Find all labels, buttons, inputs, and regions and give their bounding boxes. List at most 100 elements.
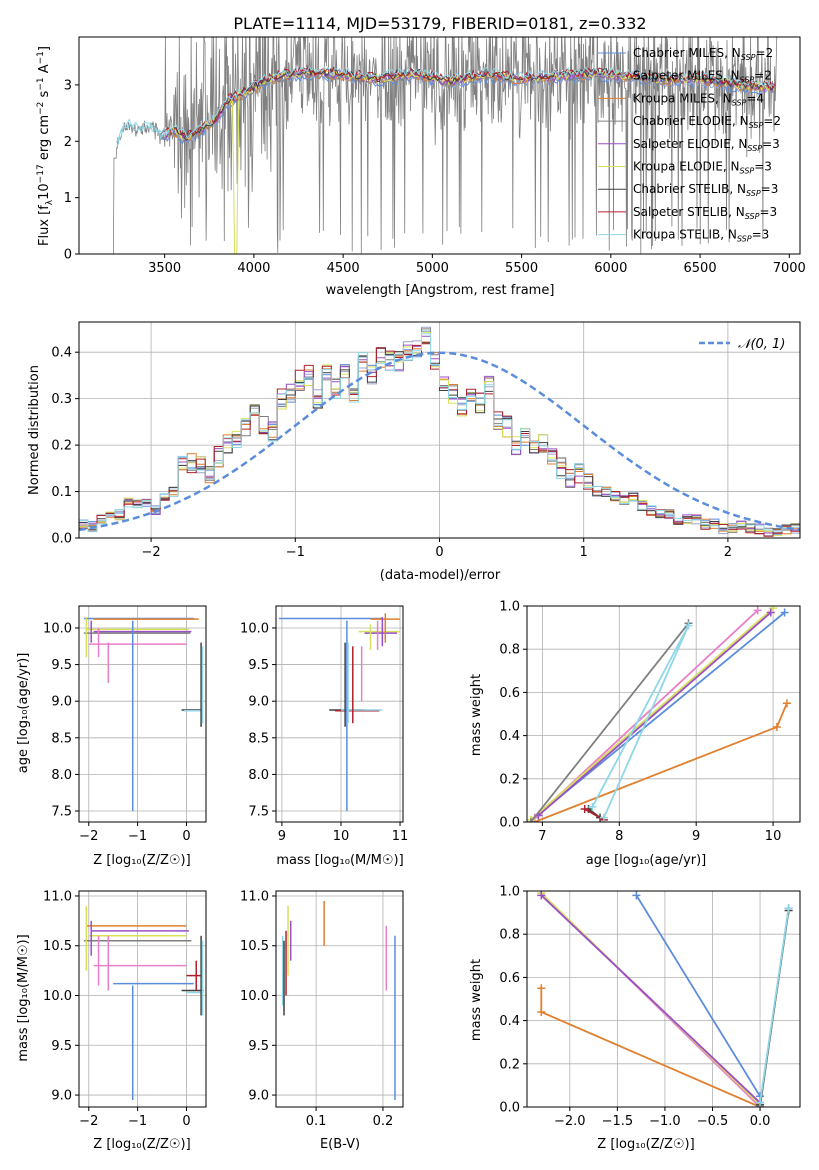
legend-entry-count: =2: [763, 114, 781, 128]
weight-marker: [588, 802, 597, 811]
weight-marker: [753, 606, 762, 615]
legend-entry-subscript: SSP: [745, 212, 760, 221]
weight-marker: [580, 805, 589, 814]
x-tick-label: 5000: [416, 261, 449, 276]
legend-entry-name: Chabrier MILES, N: [633, 46, 741, 60]
observed-spectrum-line: [112, 37, 778, 254]
weight-line: [540, 894, 761, 1104]
y-tick-label: 10.5: [43, 939, 72, 954]
y-tick-label: 1.0: [499, 600, 520, 615]
panel-grid-and-ticks: 9 10 11 7.5 8.0 8.5 9.0 9.5 10.0: [240, 606, 408, 844]
legend-entry-name: Kroupa ELODIE, N: [633, 160, 740, 174]
x-tick-label: 0.2: [373, 1114, 394, 1129]
y-tick-label: 0.6: [499, 971, 520, 986]
x-tick-label: 10: [333, 829, 350, 844]
legend-entry-subscript: SSP: [740, 76, 755, 85]
spectrum-ticks: 3500 4000 4500 5000 5500 6000 6500 7000 0 1 2 3: [64, 78, 806, 276]
spectrum-plot-area: [112, 37, 778, 254]
x-tick-label: 6000: [594, 261, 627, 276]
y-tick-label: 9.5: [51, 658, 72, 673]
x-tick-label: 2: [724, 545, 732, 560]
y-tick-label: 2: [64, 135, 72, 150]
age-vs-z-y-label: age [log₁₀(age/yr)]: [16, 653, 31, 774]
weight-line: [537, 611, 772, 817]
histogram-panel: −2 −1 0 1 2 0.0 0.1 0.2 0.3 0.4 𝒩(0, 1) (data-mod…: [27, 321, 801, 583]
weight-line: [759, 908, 790, 1103]
legend-entry-count: =3: [762, 137, 780, 151]
legend-entry-name: Kroupa STELIB, N: [633, 228, 737, 242]
weight-marker: [527, 818, 535, 822]
normal-legend-label: 𝒩(0, 1): [738, 337, 785, 352]
mass-vs-extinction-panel: 0.1 0.2 9.0 9.5 10.0 10.5 11.0: [240, 889, 404, 1129]
weight-marker: [780, 608, 789, 617]
histogram-y-label: Normed distribution: [27, 365, 42, 495]
weight-vs-metallicity-panel: −2.0 −1.5 −1.0 −0.5 0.0 0.0 0.2 0.4 0.6 0.8 1.0: [499, 885, 801, 1129]
x-tick-label: −2: [79, 1114, 98, 1129]
y-tick-label: 0.0: [499, 816, 520, 831]
y-tick-label: 8.5: [51, 731, 72, 746]
model-spectrum-blue-edge: [116, 123, 169, 146]
weight-marker: [537, 1007, 546, 1016]
mass-vs-z-y-label: mass [log₁₀(M/M☉)]: [16, 934, 31, 1061]
y-tick-label: 0.8: [499, 643, 520, 658]
histogram-plot-area: [79, 326, 800, 537]
spectrum-axes-frame: [78, 36, 801, 255]
legend-entry-subscript: SSP: [740, 167, 755, 176]
legend-entry: Salpeter STELIB, NSSP=3: [633, 205, 777, 221]
spectrum-panel: 3500 4000 4500 5000 5500 6000 6500 7000 0 1 2 3 Cha…: [36, 36, 806, 298]
y-tick-label: 0.2: [499, 1057, 520, 1072]
y-tick-label: 0.0: [499, 1101, 520, 1116]
normal-distribution-curve: [79, 351, 800, 532]
y-tick-label: 8.0: [248, 768, 269, 783]
x-tick-label: −2.0: [554, 1114, 586, 1129]
panel-marks: [83, 905, 204, 1101]
legend-entry-subscript: SSP: [749, 121, 764, 130]
figure-title: PLATE=1114, MJD=53179, FIBERID=0181, z=0…: [233, 14, 646, 33]
weight-marker: [537, 891, 546, 900]
legend-entry: Kroupa ELODIE, NSSP=3: [633, 160, 772, 176]
x-tick-label: 5500: [505, 261, 538, 276]
x-tick-label: −0.5: [697, 1114, 729, 1129]
y-tick-label: 10.0: [43, 621, 72, 636]
x-tick-label: −1.5: [602, 1114, 634, 1129]
x-tick-label: 7000: [773, 261, 806, 276]
x-tick-label: −1: [128, 829, 147, 844]
mass-vs-metallicity-panel: −2 −1 0 9.0 9.5 10.0 10.5 11.0: [43, 889, 207, 1129]
histogram-inner: [79, 326, 800, 537]
histogram-grid: −2 −1 0 1 2 0.0 0.1 0.2 0.3 0.4: [51, 322, 800, 560]
panel-marks: [527, 606, 791, 822]
weight-vs-z-x-label: Z [log₁₀(Z/Z☉)]: [597, 1137, 694, 1152]
weight-vs-z-y-label: mass weight: [469, 959, 484, 1041]
y-tick-label: 11.0: [240, 889, 269, 904]
x-tick-label: −1: [286, 545, 305, 560]
legend-entry-count: =2: [755, 46, 773, 60]
x-tick-label: 3500: [148, 261, 181, 276]
x-tick-label: 8: [615, 829, 623, 844]
panel-grid-and-ticks: −2.0 −1.5 −1.0 −0.5 0.0 0.0 0.2 0.4 0.6 0.8 1.0: [499, 885, 800, 1129]
legend-entry: Kroupa MILES, NSSP=4: [633, 91, 764, 107]
x-tick-label: 0: [182, 1114, 190, 1129]
y-tick-label: 8.0: [51, 768, 72, 783]
weight-marker: [632, 891, 641, 900]
weight-marker: [769, 606, 778, 613]
legend-entry-count: =3: [752, 228, 770, 242]
weight-line: [591, 624, 690, 819]
mass-vs-z-x-label: Z [log₁₀(Z/Z☉)]: [93, 1137, 190, 1152]
weight-vs-age-panel: 7 8 9 10 0.0 0.2 0.4 0.6 0.8 1.0: [499, 600, 801, 844]
panel-grid-and-ticks: −2 −1 0 9.0 9.5 10.0 10.5 11.0: [43, 889, 206, 1129]
x-tick-label: 1: [580, 545, 588, 560]
x-tick-label: 7: [538, 829, 546, 844]
weight-marker: [782, 699, 791, 708]
legend-entry-name: Chabrier ELODIE, N: [633, 114, 749, 128]
y-tick-label: 0: [64, 248, 72, 263]
histogram-legend: 𝒩(0, 1): [699, 337, 785, 352]
x-tick-label: −1.0: [649, 1114, 681, 1129]
panel-grid-and-ticks: 7 8 9 10 0.0 0.2 0.4 0.6 0.8 1.0: [499, 600, 800, 844]
y-tick-label: 11.0: [43, 889, 72, 904]
panel-marks: [537, 891, 793, 1107]
legend-entry-subscript: SSP: [741, 53, 756, 62]
weight-line: [530, 622, 690, 822]
y-tick-label: 9.0: [248, 1089, 269, 1104]
y-tick-label: 10.5: [240, 939, 269, 954]
